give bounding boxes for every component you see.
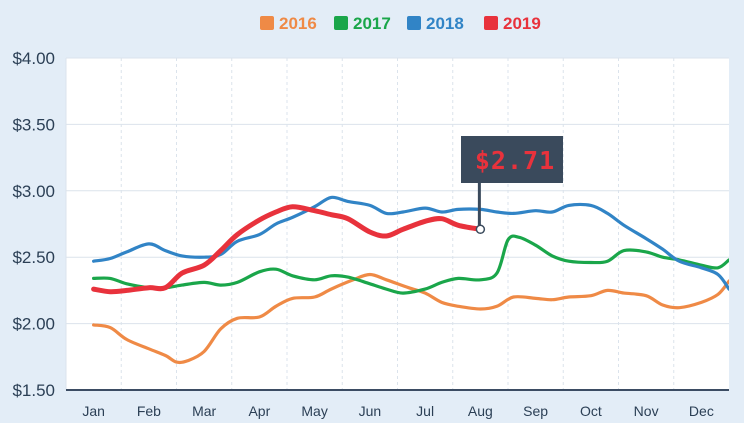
x-tick-label: Jul <box>416 403 434 419</box>
gridlines <box>65 57 729 390</box>
y-axis-ticks: $1.50 $2.00 $2.50 $3.00 $3.50 $4.00 <box>12 49 55 400</box>
legend-swatch-2017 <box>334 16 348 30</box>
series-line-2019 <box>91 204 483 295</box>
x-tick-label: Jan <box>82 403 105 419</box>
legend-swatch-2019 <box>484 16 498 30</box>
price-flag: $2.71 <box>461 136 563 235</box>
y-tick-label: $2.00 <box>12 315 55 334</box>
y-tick-label: $4.00 <box>12 49 55 68</box>
y-tick-label: $1.50 <box>12 381 55 400</box>
y-tick-label: $2.50 <box>12 248 55 267</box>
x-tick-label: Mar <box>192 403 216 419</box>
legend-label-2018: 2018 <box>426 14 464 33</box>
x-axis-ticks: Jan Feb Mar Apr May Jun Jul Aug Sep Oct Nov Dec <box>82 403 713 419</box>
x-tick-label: May <box>301 403 327 419</box>
y-tick-label: $3.00 <box>12 182 55 201</box>
legend: 2016 2017 2018 2019 <box>260 14 541 33</box>
legend-label-2016: 2016 <box>279 14 317 33</box>
x-tick-label: Nov <box>634 403 659 419</box>
series-line-2016 <box>92 272 729 365</box>
legend-label-2019: 2019 <box>503 14 541 33</box>
x-tick-label: Apr <box>248 403 270 419</box>
x-tick-label: Oct <box>580 403 602 419</box>
flag-box <box>461 136 563 183</box>
x-tick-label: Feb <box>137 403 161 419</box>
x-tick-label: Jun <box>359 403 382 419</box>
legend-swatch-2018 <box>407 16 421 30</box>
y-tick-label: $3.50 <box>12 115 55 134</box>
legend-swatch-2016 <box>260 16 274 30</box>
series-lines <box>91 195 729 365</box>
series-line-2017 <box>92 234 729 295</box>
series-line-2018 <box>92 195 729 291</box>
flag-point-marker <box>475 224 486 235</box>
x-tick-label: Aug <box>468 403 493 419</box>
x-tick-label: Dec <box>689 403 714 419</box>
flag-price-label: $2.71 <box>475 146 555 175</box>
x-tick-label: Sep <box>523 403 548 419</box>
legend-label-2017: 2017 <box>353 14 391 33</box>
